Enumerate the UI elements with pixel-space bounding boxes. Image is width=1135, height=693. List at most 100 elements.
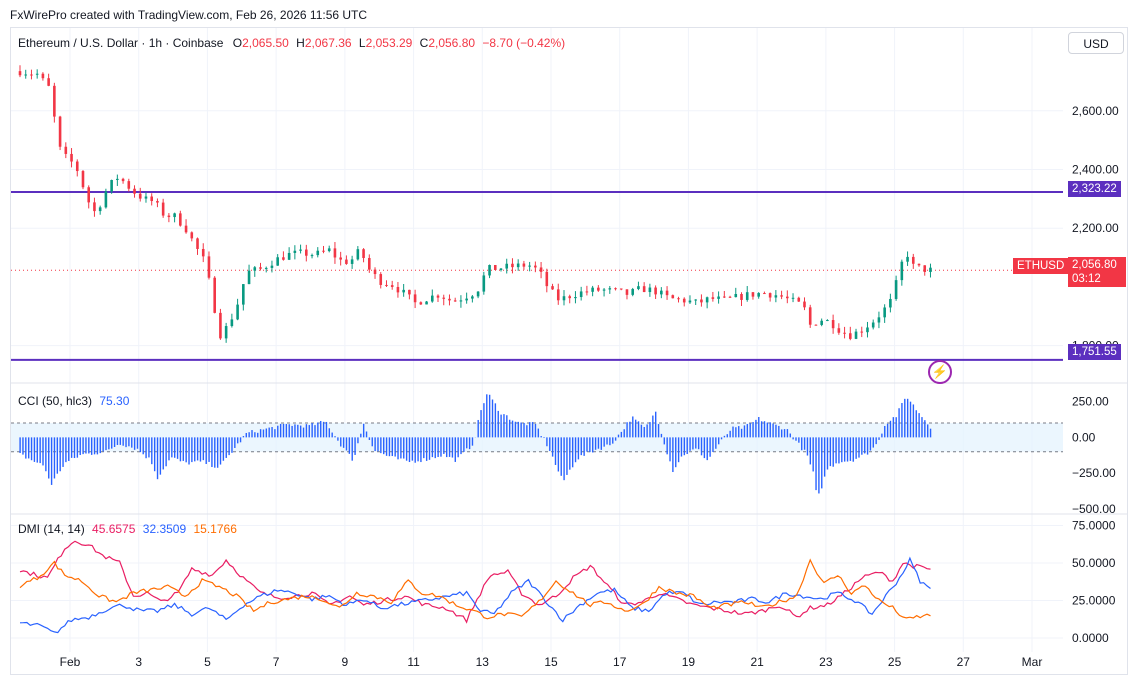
- cci-bar: [251, 430, 253, 438]
- open-label: O: [232, 36, 243, 50]
- lower-level-tag: 1,751.55: [1068, 344, 1121, 360]
- cci-bar: [234, 437, 236, 448]
- candle-body: [201, 248, 205, 257]
- candle-body: [556, 289, 560, 301]
- cci-bar: [414, 437, 416, 463]
- cci-bar: [901, 403, 903, 438]
- cci-bar: [912, 404, 915, 438]
- candle-body: [728, 296, 732, 298]
- upper-level-tag: 2,323.22: [1068, 181, 1121, 197]
- candle-body: [579, 291, 583, 298]
- cci-bar: [360, 433, 362, 438]
- cci-legend[interactable]: CCI (50, hlc3) 75.30: [18, 394, 129, 408]
- cci-bar: [904, 398, 906, 438]
- cci-bar: [168, 437, 170, 461]
- cci-bar: [194, 437, 196, 462]
- candle-body: [551, 286, 554, 290]
- x-tick-label: 17: [613, 655, 627, 669]
- cci-bar: [262, 429, 265, 438]
- cci-bar: [909, 401, 912, 438]
- dmi-tick-label: 25.0000: [1072, 594, 1116, 608]
- candle-body: [356, 249, 360, 260]
- candle-body: [161, 202, 165, 216]
- candle-body: [362, 249, 365, 259]
- candle-body: [562, 296, 566, 301]
- cci-bar: [22, 437, 24, 455]
- cci-bar: [159, 437, 162, 475]
- cci-bar: [236, 437, 239, 444]
- cci-bar: [695, 437, 697, 449]
- candle-body: [923, 265, 927, 272]
- cci-bar: [600, 437, 603, 450]
- dmi-plot: [19, 540, 931, 634]
- cci-bar: [288, 424, 290, 438]
- cci-bar: [927, 424, 929, 438]
- x-tick-label: 23: [819, 655, 833, 669]
- tradingview-logo-icon[interactable]: ⚡: [928, 360, 952, 384]
- cci-bar: [53, 437, 56, 479]
- dmi-tick-label: 50.0000: [1072, 556, 1116, 570]
- cci-tick-label: −250.00: [1072, 466, 1116, 480]
- cci-bar: [597, 437, 600, 449]
- candle-body: [70, 153, 73, 162]
- candle-body: [906, 256, 909, 262]
- symbol-label[interactable]: Ethereum / U.S. Dollar · 1h · Coinbase: [18, 36, 224, 50]
- cci-bar: [408, 437, 411, 463]
- price-candles: [18, 65, 932, 343]
- cci-bar: [42, 437, 44, 466]
- currency-button[interactable]: USD: [1068, 32, 1124, 54]
- candle-body: [637, 286, 640, 290]
- cci-bar: [331, 432, 333, 438]
- cci-value: 75.30: [99, 394, 130, 408]
- cci-bar: [325, 421, 328, 438]
- candle-body: [379, 274, 383, 285]
- candle-body: [213, 277, 216, 313]
- price-tick-label: 2,200.00: [1072, 221, 1119, 235]
- cci-bar: [88, 437, 90, 454]
- high-label: H: [296, 36, 305, 50]
- cci-bar: [758, 417, 760, 438]
- dmi-legend[interactable]: DMI (14, 14) 45.6575 32.3509 15.1766: [18, 522, 237, 536]
- candle-body: [499, 268, 503, 270]
- candle-body: [350, 259, 354, 264]
- cci-bar: [133, 437, 136, 450]
- candle-body: [539, 267, 543, 272]
- cci-bar: [637, 421, 640, 438]
- cci-bar: [216, 437, 219, 468]
- cci-bar: [806, 437, 809, 456]
- candle-body: [190, 232, 194, 239]
- candle-body: [316, 250, 320, 256]
- cci-bar: [417, 437, 419, 462]
- cci-bar: [488, 394, 491, 438]
- candle-body: [259, 267, 262, 269]
- candle-body: [814, 324, 818, 326]
- cci-bar: [188, 437, 190, 465]
- candle-body: [253, 267, 257, 271]
- cci-bar: [855, 437, 857, 459]
- cci-bar: [85, 437, 87, 454]
- x-tick-label: 13: [476, 655, 490, 669]
- open-value: 2,065.50: [242, 36, 289, 50]
- cci-bar: [297, 424, 299, 438]
- candle-body: [900, 261, 904, 281]
- candle-body: [224, 326, 228, 339]
- cci-bar: [202, 437, 205, 461]
- cci-bar: [537, 428, 540, 438]
- low-label: L: [358, 36, 366, 50]
- cci-bar: [328, 428, 331, 438]
- cci-bar: [374, 437, 376, 452]
- candle-body: [545, 271, 549, 287]
- cci-bar: [835, 437, 837, 464]
- candle-body: [860, 331, 864, 333]
- cci-bar: [783, 429, 786, 438]
- cci-bar: [494, 403, 497, 438]
- cci-bar: [342, 437, 345, 448]
- cci-bar: [803, 437, 806, 450]
- candle-body: [700, 299, 703, 303]
- cci-bar: [686, 437, 688, 455]
- cci-bar: [786, 429, 789, 438]
- cci-bar: [760, 421, 763, 438]
- cci-bar: [431, 437, 434, 458]
- cci-bar: [663, 437, 665, 445]
